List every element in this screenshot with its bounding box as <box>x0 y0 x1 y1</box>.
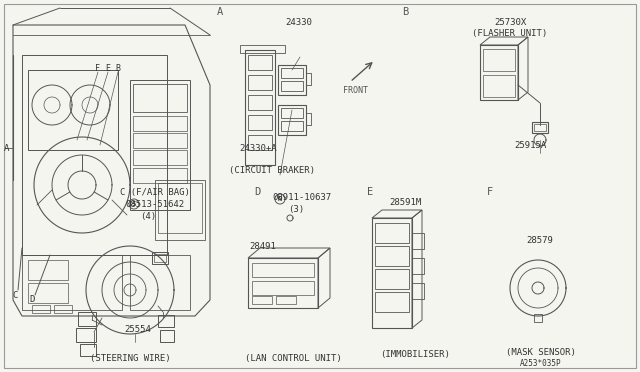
Bar <box>480 45 518 100</box>
Bar <box>278 105 306 135</box>
Bar <box>248 55 272 70</box>
Bar <box>281 81 303 91</box>
Bar <box>54 305 72 313</box>
Bar <box>240 45 285 53</box>
Bar <box>483 75 515 97</box>
Text: 28591M: 28591M <box>389 198 421 206</box>
Bar <box>158 183 202 233</box>
Text: FRONT: FRONT <box>342 86 367 94</box>
Bar <box>133 116 187 131</box>
Bar <box>306 113 311 125</box>
Text: 08513-51642: 08513-51642 <box>125 199 184 208</box>
Bar <box>412 258 424 274</box>
Bar <box>130 255 190 310</box>
Bar <box>252 263 314 277</box>
Bar <box>412 283 424 299</box>
Bar <box>160 330 174 342</box>
Bar <box>248 258 318 308</box>
Text: B: B <box>402 7 408 17</box>
Text: D: D <box>29 295 35 305</box>
Bar <box>78 312 96 326</box>
Text: (MASK SENSOR): (MASK SENSOR) <box>506 349 576 357</box>
Bar <box>158 315 174 327</box>
Bar <box>306 73 311 85</box>
Bar <box>252 296 272 304</box>
Bar <box>248 135 272 150</box>
Bar <box>375 292 409 312</box>
Bar <box>80 344 96 356</box>
Bar <box>28 283 68 303</box>
Bar <box>248 115 272 130</box>
Bar <box>375 223 409 243</box>
Bar <box>375 269 409 289</box>
Bar <box>28 260 68 280</box>
Bar <box>22 55 167 255</box>
Text: (3): (3) <box>288 205 304 214</box>
Text: 24330: 24330 <box>285 17 312 26</box>
Text: A: A <box>217 7 223 17</box>
Bar <box>372 218 412 328</box>
Text: N: N <box>278 196 282 202</box>
Bar <box>130 80 190 210</box>
Bar <box>534 124 546 131</box>
Text: (FLASHER UNIT): (FLASHER UNIT) <box>472 29 548 38</box>
Text: (CIRCUIT BRAKER): (CIRCUIT BRAKER) <box>229 166 315 174</box>
Bar <box>276 296 296 304</box>
Bar <box>252 281 314 295</box>
Text: E: E <box>367 187 373 197</box>
Bar <box>281 121 303 131</box>
Text: 25915A: 25915A <box>514 141 546 150</box>
Bar <box>483 49 515 71</box>
Text: 08911-10637: 08911-10637 <box>273 192 332 202</box>
Text: (IMMOBILISER): (IMMOBILISER) <box>380 350 450 359</box>
Text: F: F <box>487 187 493 197</box>
Bar <box>22 255 122 310</box>
Bar <box>32 305 50 313</box>
Bar <box>133 150 187 165</box>
Bar <box>532 122 548 133</box>
Text: B: B <box>115 64 120 73</box>
Text: C (F/AIR BAG): C (F/AIR BAG) <box>120 187 190 196</box>
Bar <box>278 65 306 95</box>
Bar <box>281 68 303 78</box>
Text: C: C <box>12 291 18 299</box>
Bar <box>76 328 96 342</box>
Text: (STEERING WIRE): (STEERING WIRE) <box>90 353 170 362</box>
Text: (LAN CONTROL UNIT): (LAN CONTROL UNIT) <box>244 353 341 362</box>
Bar <box>248 95 272 110</box>
Bar <box>152 252 168 264</box>
Bar <box>154 254 166 262</box>
Bar <box>155 180 205 240</box>
Bar <box>133 168 187 183</box>
Text: E: E <box>106 64 111 73</box>
Text: D: D <box>254 187 260 197</box>
Text: A: A <box>4 144 10 153</box>
Bar <box>248 75 272 90</box>
Text: (4): (4) <box>140 212 156 221</box>
Text: 28491: 28491 <box>250 241 276 250</box>
Text: 25554: 25554 <box>125 326 152 334</box>
Bar <box>281 108 303 118</box>
Bar <box>412 233 424 249</box>
Text: 25730X: 25730X <box>494 17 526 26</box>
Bar <box>375 246 409 266</box>
Text: F: F <box>95 64 100 73</box>
Bar <box>534 314 542 322</box>
Bar <box>28 70 118 150</box>
Text: A253*035P: A253*035P <box>520 359 562 369</box>
Bar <box>133 84 187 112</box>
Text: 24330+A: 24330+A <box>239 144 277 153</box>
Text: S: S <box>132 201 136 207</box>
Bar <box>133 133 187 148</box>
Text: 28579: 28579 <box>527 235 554 244</box>
